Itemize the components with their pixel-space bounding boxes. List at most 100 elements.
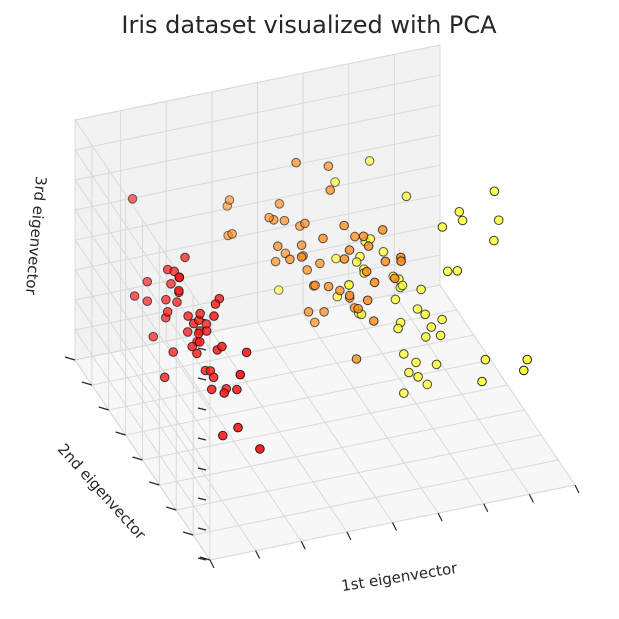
data-point (404, 367, 414, 378)
data-points (127, 156, 533, 454)
data-point (401, 191, 412, 202)
data-point (437, 222, 448, 232)
data-point (426, 322, 437, 332)
data-point (422, 379, 433, 390)
x-tick (528, 494, 534, 503)
data-point (161, 294, 171, 305)
data-point (218, 430, 228, 441)
grid-line (74, 239, 211, 441)
data-point (377, 225, 388, 235)
data-point (148, 331, 159, 342)
data-point (413, 372, 423, 382)
data-point (273, 285, 284, 295)
grid-line (393, 294, 530, 495)
x-tick (391, 522, 398, 531)
data-point (412, 304, 423, 314)
x-axis-label: 1st eigenvector (340, 559, 459, 595)
data-point (270, 256, 281, 267)
data-point (477, 376, 487, 387)
data-point (255, 444, 265, 454)
grid-line (74, 74, 441, 151)
data-point (227, 229, 237, 239)
data-point (452, 266, 463, 276)
data-point (435, 330, 446, 341)
data-point (396, 256, 406, 267)
data-point (208, 372, 219, 383)
y-tick (166, 506, 177, 511)
grid-line (74, 44, 441, 121)
x-tick (483, 503, 489, 513)
data-point (411, 357, 421, 368)
data-point (489, 235, 499, 246)
data-point (279, 215, 290, 226)
data-point (350, 231, 360, 242)
data-point (233, 422, 243, 433)
data-point (310, 317, 320, 328)
data-point (319, 307, 329, 317)
data-point (300, 218, 310, 229)
data-point (194, 337, 205, 347)
data-point (180, 252, 190, 263)
x-tick (574, 484, 580, 494)
data-point (195, 308, 205, 319)
data-point (310, 280, 320, 291)
data-point (217, 341, 227, 352)
grid-line (108, 334, 474, 411)
data-point (182, 327, 193, 337)
data-point (296, 252, 307, 262)
x-tick (346, 531, 352, 541)
data-point (380, 256, 391, 267)
data-point (127, 194, 138, 204)
x-tick (209, 559, 215, 569)
z-tick (197, 557, 207, 561)
data-point (274, 199, 285, 209)
data-point (192, 348, 202, 359)
data-point (378, 247, 389, 257)
data-point (235, 369, 246, 380)
data-point (353, 303, 363, 314)
data-point (416, 284, 426, 295)
grid-line (348, 303, 485, 505)
data-point (172, 297, 182, 307)
data-point (420, 309, 431, 320)
z-tick (197, 377, 207, 381)
data-point (162, 307, 173, 317)
y-tick (132, 456, 143, 461)
data-point (457, 215, 468, 226)
data-point (344, 280, 354, 290)
data-point (187, 341, 197, 352)
data-point (168, 347, 178, 357)
y-tick (182, 531, 194, 536)
data-point (431, 359, 442, 370)
data-point (363, 241, 374, 251)
data-point (129, 291, 140, 301)
chart-title: Iris dataset visualized with PCA (121, 11, 497, 39)
x-tick (300, 540, 306, 550)
y-tick (81, 381, 93, 386)
data-point (335, 285, 345, 296)
grid-line (74, 209, 211, 411)
data-point (480, 354, 491, 365)
data-point (206, 384, 217, 395)
data-point (397, 280, 408, 291)
data-point (369, 277, 380, 288)
z-tick (197, 527, 207, 531)
data-point (183, 311, 193, 321)
data-point (264, 212, 274, 223)
data-point (210, 299, 221, 309)
data-point (399, 349, 409, 359)
data-point (393, 323, 403, 334)
data-point (325, 185, 336, 195)
data-point (442, 266, 453, 277)
z-tick (197, 347, 207, 351)
data-point (159, 372, 170, 383)
grid-line (74, 104, 441, 181)
x-tick (255, 550, 261, 559)
data-point (296, 240, 307, 250)
grid-line (125, 359, 491, 436)
data-point (273, 241, 283, 251)
data-point (421, 332, 431, 342)
y-tick (115, 431, 126, 436)
data-point (522, 354, 533, 365)
